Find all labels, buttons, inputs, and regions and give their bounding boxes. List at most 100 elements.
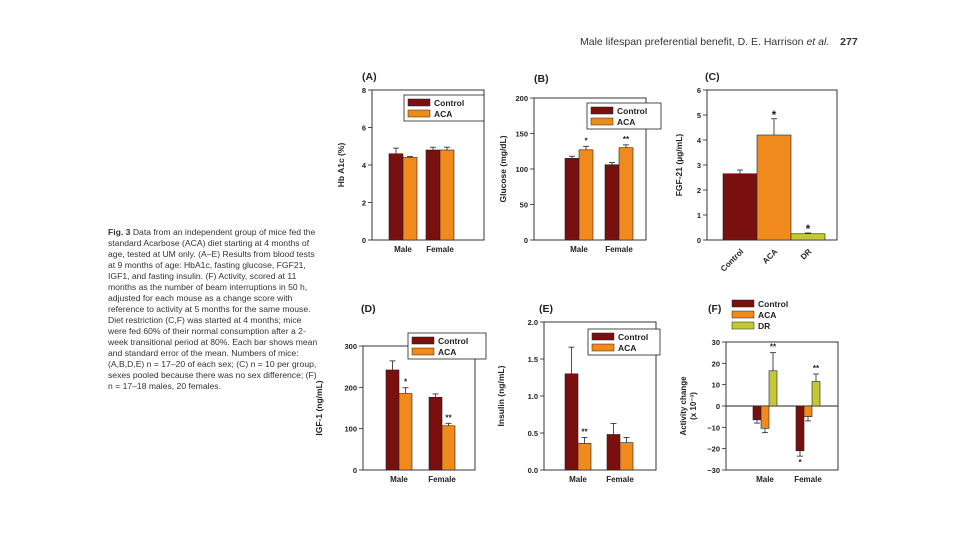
- y-tick-label: 100: [344, 425, 357, 434]
- bar: [577, 443, 592, 471]
- y-tick-label: −10: [707, 423, 720, 432]
- legend-label: ACA: [434, 109, 452, 119]
- y-tick-label: 4: [697, 136, 702, 145]
- y-tick-label: 50: [520, 201, 528, 210]
- panel-label: (C): [705, 71, 720, 83]
- y-tick-label: 8: [362, 86, 366, 95]
- x-tick-label: ACA: [761, 247, 780, 266]
- x-tick-label: Male: [570, 245, 588, 254]
- bar: [722, 173, 758, 241]
- bar: [388, 153, 404, 241]
- panel-label: (E): [539, 303, 553, 315]
- x-tick-label: Control: [719, 247, 745, 273]
- chart-b: 0 50 100 150 200 (B) Glucose (mg/dL) * Male ** Fem…: [498, 73, 662, 254]
- legend-swatch: [591, 343, 615, 352]
- x-tick-label: Female: [426, 245, 454, 254]
- y-tick-label: 1: [697, 211, 701, 220]
- caption-label: Fig. 3: [108, 227, 131, 237]
- significance-marker: **: [770, 343, 777, 352]
- chart-d: 0 100 200 300 (D) IGF-1 (ng/mL) * Male ** Female C…: [314, 303, 487, 484]
- y-tick-label: 6: [362, 124, 366, 133]
- significance-marker: *: [404, 378, 408, 387]
- legend-swatch: [411, 336, 435, 345]
- legend-swatch: [590, 117, 614, 126]
- legend-label: ACA: [618, 343, 636, 353]
- y-tick-label: −20: [707, 445, 720, 454]
- x-tick-label: DR: [799, 247, 814, 262]
- y-axis-label: Insulin (ng/mL): [496, 365, 506, 426]
- y-tick-label: 150: [515, 130, 528, 139]
- page-number: 277: [840, 36, 858, 48]
- panel-label: (F): [708, 303, 721, 315]
- y-tick-label: 200: [515, 94, 528, 103]
- page-header: Male lifespan preferential benefit, D. E…: [580, 36, 880, 48]
- bar: [425, 149, 441, 241]
- legend-label: Control: [434, 98, 464, 108]
- y-tick-label: 20: [712, 359, 720, 368]
- significance-marker: *: [584, 136, 588, 145]
- y-tick-label: 1.5: [528, 355, 538, 364]
- bar: [606, 434, 621, 471]
- bar: [752, 405, 762, 421]
- y-tick-label: 3: [697, 161, 701, 170]
- y-axis-label: IGF-1 (ng/mL): [314, 380, 324, 435]
- legend-label: Control: [758, 299, 788, 309]
- legend-label: Control: [617, 106, 647, 116]
- bar: [578, 149, 594, 241]
- significance-marker: *: [772, 108, 777, 122]
- y-tick-label: 0: [353, 466, 357, 475]
- legend-swatch: [731, 310, 755, 319]
- y-tick-label: 6: [697, 86, 701, 95]
- y-tick-label: 5: [697, 111, 701, 120]
- legend-swatch: [591, 332, 615, 341]
- y-tick-label: 100: [515, 165, 528, 174]
- y-tick-label: 10: [712, 381, 720, 390]
- y-axis-label: FGF-21 (µg/mL): [674, 134, 684, 197]
- bar: [795, 405, 805, 452]
- y-tick-label: 200: [344, 383, 357, 392]
- significance-marker: **: [445, 413, 452, 422]
- chart-e: 0.0 0.5 1.0 1.5 2.0(E) Insulin (ng/mL) ** Male F…: [496, 303, 661, 484]
- figure-caption: Fig. 3 Data from an independent group of…: [108, 227, 320, 392]
- y-tick-label: 30: [712, 338, 720, 347]
- running-title: Male lifespan preferential benefit, D. E…: [580, 36, 804, 48]
- y-tick-label: 2: [697, 186, 701, 195]
- x-tick-label: Female: [794, 475, 822, 484]
- y-tick-label: 2: [362, 199, 366, 208]
- bar: [619, 442, 634, 471]
- panel-label: (A): [362, 71, 377, 83]
- legend-label: DR: [758, 321, 770, 331]
- y-axis-label: Activity change: [679, 376, 688, 436]
- bar: [398, 393, 413, 471]
- y-tick-label: 2.0: [528, 318, 538, 327]
- y-axis-label: Glucose (mg/dL): [498, 135, 508, 202]
- y-axis-label: Hb A1c (%): [336, 143, 346, 188]
- caption-text: Data from an independent group of mice f…: [108, 227, 318, 391]
- x-tick-label: Female: [428, 475, 456, 484]
- legend-label: ACA: [758, 310, 776, 320]
- bar: [604, 164, 620, 241]
- x-tick-label: Male: [756, 475, 774, 484]
- y-tick-label: 0.0: [528, 466, 538, 475]
- x-tick-label: Female: [605, 245, 633, 254]
- legend-swatch: [407, 109, 431, 118]
- y-tick-label: 1.0: [528, 392, 538, 401]
- bar: [564, 373, 579, 471]
- y-tick-label: 4: [362, 161, 367, 170]
- x-tick-label: Female: [606, 475, 634, 484]
- legend-swatch: [590, 106, 614, 115]
- y-axis-label-units: (x 10⁻³): [689, 392, 698, 420]
- legend-swatch: [731, 299, 755, 308]
- bar: [564, 158, 580, 241]
- x-tick-label: Male: [390, 475, 408, 484]
- significance-marker: *: [806, 222, 811, 236]
- legend-label: ACA: [438, 347, 456, 357]
- legend-label: ACA: [617, 117, 635, 127]
- y-tick-label: −30: [707, 466, 720, 475]
- bar: [439, 149, 455, 241]
- significance-marker: **: [623, 135, 630, 144]
- y-tick-label: 300: [344, 342, 357, 351]
